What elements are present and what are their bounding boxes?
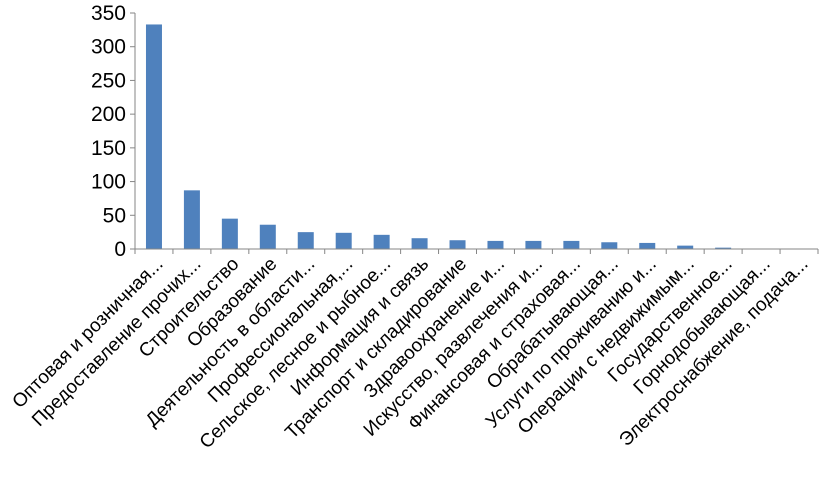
y-tick-label: 200 (91, 103, 126, 126)
bar (601, 242, 618, 249)
bar (563, 240, 580, 249)
y-tick-label: 50 (103, 204, 126, 227)
bar (297, 232, 314, 249)
y-tick-label: 150 (91, 137, 126, 160)
y-tick-label: 0 (114, 238, 126, 261)
bar (677, 245, 694, 249)
y-tick-label: 300 (91, 36, 126, 59)
bar (449, 240, 466, 249)
bar (259, 224, 276, 249)
axes-group (130, 12, 819, 254)
x-category-label: Оптовая и розничная... (9, 254, 168, 413)
y-tick-label: 250 (91, 69, 126, 92)
bar (525, 240, 542, 249)
bar (145, 24, 162, 249)
y-tick-label: 350 (91, 2, 126, 25)
bar (487, 240, 504, 249)
bar (335, 232, 352, 249)
y-tick-label: 100 (91, 171, 126, 194)
bar (639, 242, 656, 249)
bar (715, 247, 732, 249)
bar (373, 234, 390, 249)
y-tick-labels: 0 50 100 150 200 250 300 350 (91, 2, 126, 261)
bar (221, 218, 238, 249)
x-tick-labels: Оптовая и розничная...Предоставление про… (9, 254, 813, 453)
bars-group (145, 24, 732, 249)
bar (183, 190, 200, 249)
bar (411, 238, 428, 249)
